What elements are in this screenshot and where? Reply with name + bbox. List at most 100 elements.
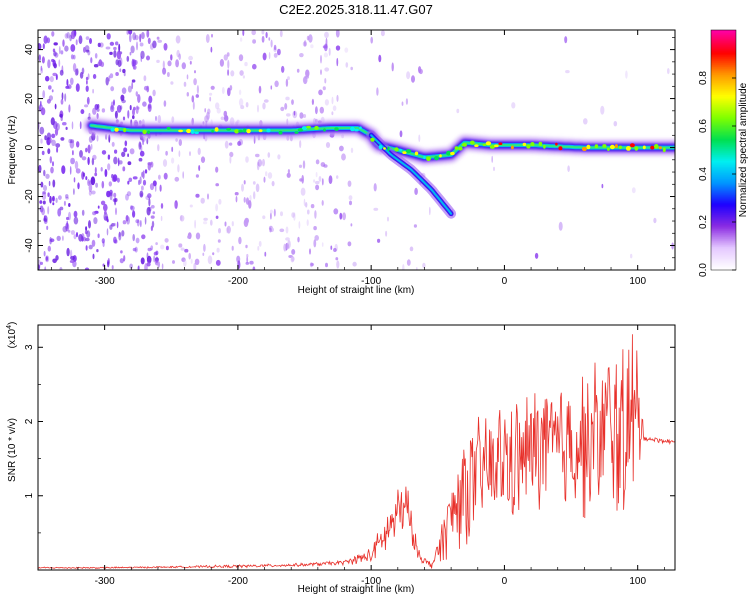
colorbar-strip — [711, 262, 736, 265]
spectrogram-speckle — [155, 250, 159, 256]
spectrogram-hotspot — [405, 149, 412, 154]
colorbar-strip — [711, 212, 736, 215]
spectrogram-speckle — [321, 242, 324, 247]
spectrogram-speckle — [391, 62, 394, 72]
spectrogram-speckle — [138, 179, 141, 186]
spectrogram-speckle — [193, 262, 197, 270]
spectrogram-hotspot — [607, 147, 610, 151]
spectrogram-speckle — [262, 158, 265, 167]
colorbar-strip — [711, 256, 736, 259]
spectrogram-speckle — [200, 197, 205, 204]
spectrogram-speckle — [319, 106, 324, 114]
spectrogram-speckle — [321, 178, 324, 186]
x-tick-label: 0 — [502, 276, 508, 287]
colorbar-strip — [711, 180, 736, 183]
spectrogram-x-label: Height of straight line (km) — [298, 285, 415, 296]
spectrogram-speckle — [93, 63, 99, 68]
colorbar-strip — [711, 98, 736, 101]
colorbar-strip — [711, 158, 736, 161]
spectrogram-speckle — [158, 174, 161, 180]
spectrogram-speckle — [205, 34, 210, 43]
spectrogram-speckle — [95, 182, 98, 188]
spectrogram-speckle — [56, 147, 59, 153]
spectrogram-speckle — [40, 261, 43, 265]
colorbar-strip — [711, 260, 736, 263]
colorbar-strip — [711, 76, 736, 79]
spectrogram-speckle — [80, 109, 85, 115]
spectrogram-speckle — [167, 60, 172, 67]
spectrogram-hotspot — [166, 126, 171, 130]
spectrogram-speckle — [113, 236, 117, 244]
spectrogram-speckle — [82, 172, 86, 177]
spectrogram-speckle — [62, 122, 67, 126]
spectrogram-speckle — [227, 69, 230, 76]
colorbar-strip — [711, 120, 736, 123]
spectrogram-speckle — [376, 87, 379, 96]
x-tick-label: 0 — [502, 576, 508, 587]
spectrogram-speckle — [269, 209, 273, 214]
spectrogram-speckle — [48, 85, 52, 90]
spectrogram-speckle — [311, 98, 314, 105]
spectrogram-hotspot — [609, 144, 615, 150]
spectrogram-speckle — [273, 44, 277, 51]
spectrogram-speckle — [43, 185, 47, 192]
spectrogram-speckle — [306, 35, 310, 41]
spectrogram-speckle — [125, 193, 129, 201]
spectrogram-speckle — [209, 96, 212, 102]
spectrogram-speckle — [216, 247, 220, 253]
spectrogram-speckle — [52, 161, 54, 167]
spectrogram-speckle — [192, 101, 195, 110]
spectrogram-speckle — [114, 110, 118, 119]
spectrogram-speckle — [246, 256, 249, 264]
spectrogram-speckle — [53, 62, 57, 69]
spectrogram-speckle — [344, 47, 349, 53]
y-tick-label: 0 — [24, 144, 35, 150]
spectrogram-speckle — [125, 215, 129, 222]
spectrogram-speckle — [152, 89, 156, 97]
spectrogram-speckle — [156, 36, 160, 40]
spectrogram-speckle — [565, 70, 570, 74]
spectrogram-speckle — [54, 103, 57, 110]
spectrogram-speckle — [314, 235, 320, 241]
spectrogram-speckle — [268, 37, 271, 41]
spectrogram-speckle — [107, 261, 110, 268]
spectrogram-speckle — [236, 255, 241, 263]
spectrogram-hotspot — [474, 144, 479, 147]
colorbar-strip — [711, 84, 736, 87]
colorbar-strip — [711, 236, 736, 239]
x-tick-label: -200 — [228, 276, 248, 287]
spectrogram-speckle — [264, 251, 267, 257]
spectrogram-speckle — [106, 33, 111, 40]
spectrogram-speckle — [165, 150, 168, 156]
spectrogram-speckle — [70, 255, 75, 261]
spectrogram-speckle — [59, 69, 64, 76]
spectrogram-speckle — [171, 146, 174, 152]
spectrogram-speckle — [118, 43, 121, 52]
spectrogram-speckle — [197, 147, 201, 155]
spectrogram-speckle — [119, 105, 123, 110]
colorbar-gradient — [711, 30, 736, 271]
spectrogram-speckle — [142, 138, 145, 146]
spectrogram-speckle — [58, 195, 62, 201]
spectrogram-speckle — [349, 200, 352, 206]
spectrogram-speckle — [301, 174, 305, 184]
spectrogram-speckle — [226, 225, 231, 234]
spectrogram-speckle — [193, 78, 197, 86]
spectrogram-speckle — [109, 51, 113, 56]
spectrogram-speckle — [305, 75, 309, 79]
spectrogram-speckle — [142, 101, 147, 107]
spectrogram-speckle — [142, 170, 145, 180]
spectrogram-speckle — [140, 55, 143, 63]
colorbar-strip — [711, 102, 736, 105]
spectrogram-speckle — [139, 190, 144, 198]
spectrogram-speckle — [157, 115, 162, 124]
spectrogram-speckle — [285, 243, 290, 250]
spectrogram-speckle — [61, 165, 66, 175]
spectrogram-speckle — [325, 142, 331, 148]
spectrogram-speckle — [45, 256, 49, 261]
spectrogram-speckle — [318, 176, 322, 182]
spectrogram-speckle — [336, 94, 339, 102]
spectrogram-hotspot — [642, 145, 646, 150]
spectrogram-speckle — [102, 241, 105, 248]
spectrogram-speckle — [69, 166, 72, 175]
